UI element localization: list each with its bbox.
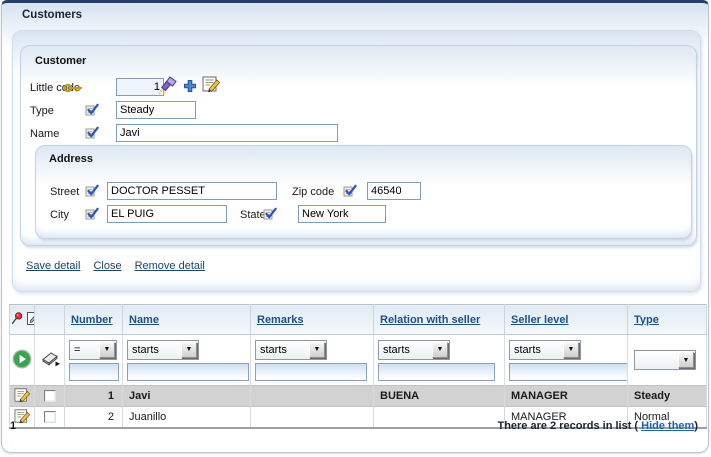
column-header-remarks[interactable]: Remarks (257, 313, 304, 326)
remarks-filter-op-select[interactable]: starts (255, 339, 327, 360)
cell-relation (373, 406, 505, 429)
street-input[interactable] (107, 182, 277, 200)
cell-type: Normal (627, 406, 707, 429)
column-header-number[interactable]: Number (71, 313, 113, 326)
field-editor-icon (85, 184, 99, 198)
number-filter-op-select[interactable]: = (69, 339, 117, 360)
list-header-row: Number Name Remarks Relation with seller… (9, 304, 707, 335)
name-input[interactable] (116, 124, 338, 142)
field-editor-icon (263, 207, 277, 221)
zip-input[interactable] (367, 182, 421, 200)
cell-name: Juanillo (122, 406, 251, 429)
row-select-checkbox[interactable] (43, 411, 56, 424)
customers-list-table: Number Name Remarks Relation with seller… (9, 304, 707, 429)
number-filter-input[interactable] (69, 362, 119, 381)
clear-filter-icon[interactable] (39, 350, 61, 367)
name-label: Name (30, 128, 60, 140)
edit-row-icon[interactable] (14, 387, 31, 403)
customize-list-icon[interactable] (27, 312, 34, 325)
record-count-text: There are 2 records in list ( (497, 420, 642, 432)
cell-number: 1 (64, 385, 123, 407)
cell-type: Steady (627, 385, 707, 407)
new-note-icon[interactable] (202, 75, 221, 93)
pin-filters-icon[interactable] (11, 312, 25, 325)
save-detail-link[interactable]: Save detail (26, 260, 81, 272)
field-editor-icon (85, 207, 99, 221)
field-editor-icon (85, 126, 99, 140)
detail-panel: Customer Little code Type Name (12, 30, 701, 292)
table-row[interactable]: 2 Juanillo MANAGER Normal (9, 406, 707, 429)
remove-detail-link[interactable]: Remove detail (134, 260, 205, 272)
type-label: Type (30, 105, 54, 117)
cell-remarks (250, 406, 374, 429)
apply-filter-icon[interactable] (12, 349, 32, 369)
close-link[interactable]: Close (93, 260, 122, 272)
wand-icon[interactable] (158, 76, 178, 95)
cell-name: Javi (122, 385, 251, 407)
column-header-name[interactable]: Name (129, 313, 159, 326)
address-frame-title: Address (49, 153, 94, 165)
cell-relation: BUENA (373, 385, 505, 407)
cell-seller-level: MANAGER (504, 385, 628, 407)
hide-records-link[interactable]: Hide them (641, 420, 695, 432)
city-input[interactable] (107, 205, 227, 223)
add-icon[interactable] (183, 79, 197, 93)
edit-row-icon[interactable] (14, 408, 31, 424)
relation-filter-input[interactable] (378, 362, 495, 381)
little-code-input[interactable] (116, 78, 164, 96)
relation-filter-op: starts (378, 339, 450, 360)
column-header-relation[interactable]: Relation with seller (380, 313, 481, 326)
cell-seller-level: MANAGER (504, 406, 628, 429)
customer-frame-title: Customer (35, 55, 87, 67)
type-input[interactable] (116, 101, 196, 119)
header-spacer (34, 304, 65, 335)
seller-filter-op-select[interactable]: starts (509, 339, 581, 360)
zip-label: Zip code (292, 186, 335, 198)
seller-filter-op: starts (509, 339, 581, 360)
street-label: Street (50, 186, 80, 198)
record-count: There are 2 records in list ( Hide them) (497, 420, 698, 432)
name-filter-input[interactable] (127, 362, 249, 381)
type-filter-select[interactable] (634, 350, 696, 370)
list-filter-row: = starts start (9, 334, 707, 386)
state-input[interactable] (298, 205, 386, 223)
seller-filter-input[interactable] (509, 362, 627, 381)
record-count-text-end: ) (694, 420, 698, 432)
name-filter-op-select[interactable]: starts (127, 339, 199, 360)
city-label: City (50, 209, 69, 221)
remarks-filter-op: starts (255, 339, 327, 360)
field-editor-icon (85, 103, 99, 117)
row-select-checkbox[interactable] (43, 390, 56, 403)
number-filter-op: = (69, 339, 117, 360)
page-title: Customers (22, 9, 83, 21)
column-header-type[interactable]: Type (634, 313, 659, 326)
table-row[interactable]: 1 Javi BUENA MANAGER Steady (9, 385, 707, 407)
state-label: State (240, 209, 266, 221)
field-editor-icon (343, 184, 357, 198)
cell-number: 2 (64, 406, 123, 429)
cell-remarks (250, 385, 374, 407)
list-page-number: 1 (10, 420, 17, 432)
name-filter-op: starts (127, 339, 199, 360)
type-filter (634, 350, 696, 370)
relation-filter-op-select[interactable]: starts (378, 339, 450, 360)
column-header-seller-level[interactable]: Seller level (511, 313, 569, 326)
detail-actions: Save detail Close Remove detail (26, 260, 205, 272)
remarks-filter-input[interactable] (255, 362, 367, 381)
key-icon (63, 82, 83, 94)
